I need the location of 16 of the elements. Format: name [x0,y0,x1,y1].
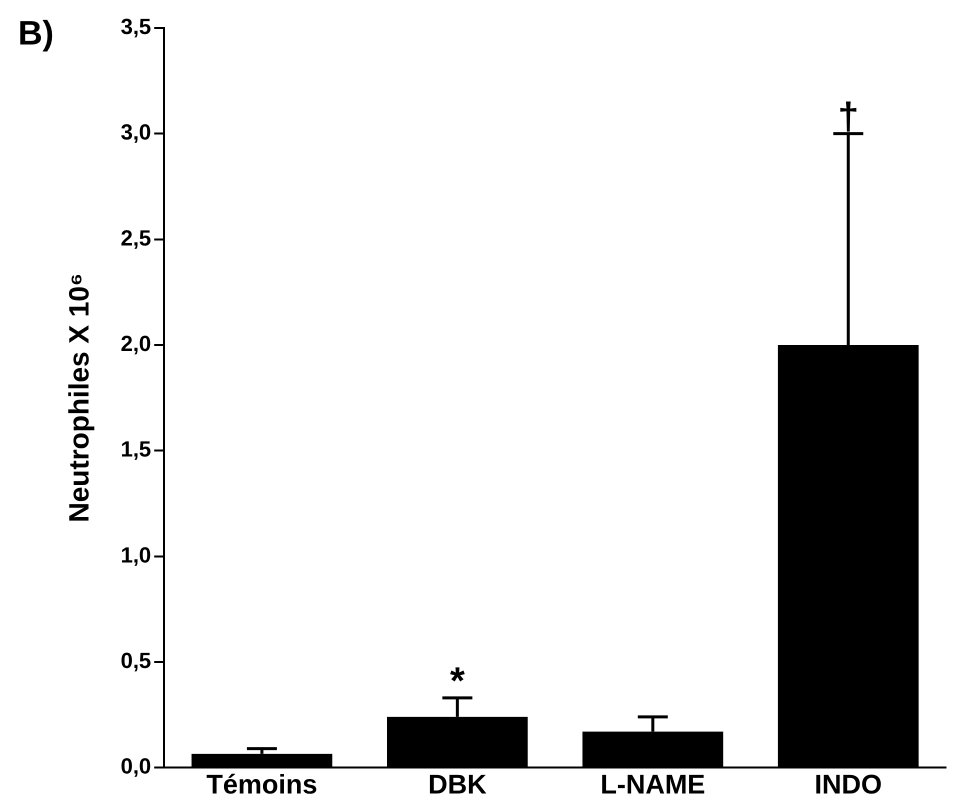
x-tick-label: INDO [814,769,882,800]
annotation: † [838,96,859,138]
y-tick-label: 2,5 [120,225,152,250]
y-tick-label: 3,5 [120,14,152,40]
x-tick-label: Témoins [206,769,318,800]
x-tick-label: L-NAME [600,769,706,800]
annotation: * [450,660,465,702]
y-axis-title: Neutrophiles X 10⁶ [64,273,95,523]
y-tick-label: 2,0 [120,331,152,356]
y-tick-label: 0,5 [120,648,152,674]
y-tick-label: 1,0 [120,542,152,568]
x-tick-label: DBK [428,769,488,800]
text: B) [18,14,54,52]
y-tick-label: 0,0 [120,754,152,779]
y-tick-label: 1,5 [120,436,152,462]
y-tick-label: 3,0 [120,120,152,145]
